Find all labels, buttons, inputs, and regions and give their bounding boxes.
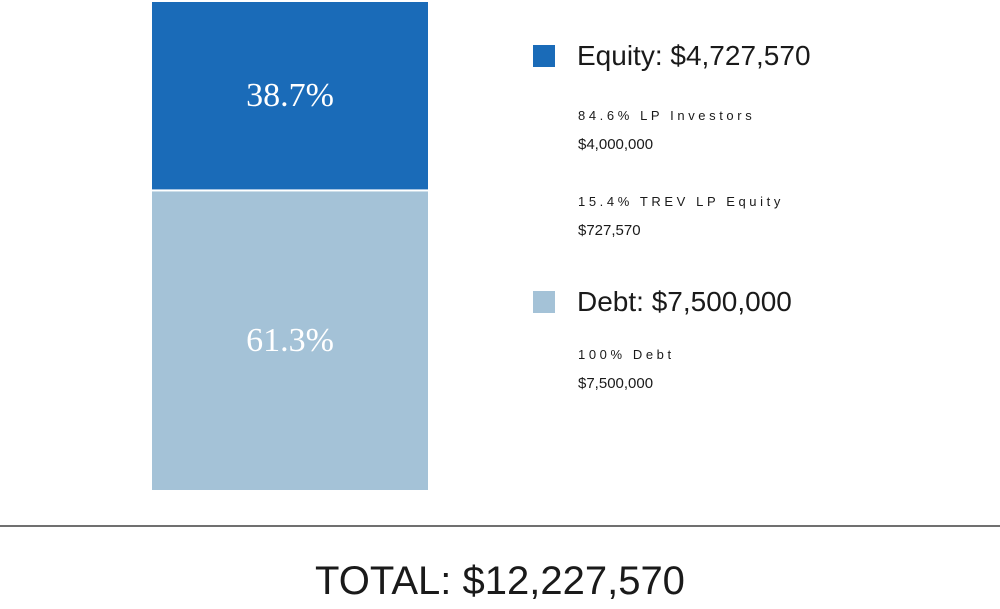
legend-subitem: 15.4% TREV LP Equity $727,570 [578,193,811,241]
legend-debt: Debt: $7,500,000 100% Debt $7,500,000 [533,286,792,394]
legend-subitem-percent: 15.4% TREV LP Equity [578,194,784,209]
legend-subitem-value: $4,000,000 [578,136,654,153]
legend-label-debt: Debt: $7,500,000 [577,286,792,317]
bar-segment-debt [150,189,430,493]
divider [0,525,1000,527]
legend-subitem: 100% Debt $7,500,000 [578,346,792,394]
legend-subitem-value: $727,570 [578,222,641,239]
stacked-bar-chart: 38.7% 61.3% [150,0,430,493]
bar-segment-equity [150,0,430,192]
legend-swatch-debt [533,291,555,313]
legend-subitem-percent: 100% Debt [578,347,675,362]
legend-swatch-equity [533,45,555,67]
legend-subitem: 84.6% LP Investors $4,000,000 [578,107,811,155]
bar-label-debt: 61.3% [246,322,334,359]
legend-subitem-value: $7,500,000 [578,375,654,392]
bar-label-equity: 38.7% [246,77,334,114]
legend-subitem-percent: 84.6% LP Investors [578,108,756,123]
total-label: TOTAL: $12,227,570 [315,559,685,603]
legend-label-equity: Equity: $4,727,570 [577,40,811,71]
legend-equity: Equity: $4,727,570 84.6% LP Investors $4… [533,40,811,241]
